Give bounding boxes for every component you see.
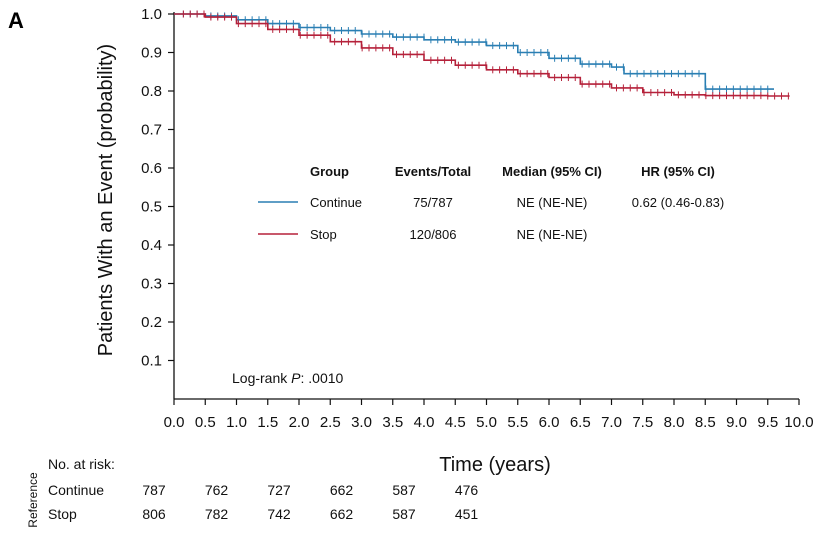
y-tick-label: 0.4 xyxy=(141,237,162,254)
x-tick-group: 0.0 0.5 1.0 1.5 2.0 2.5 3.0 3.5 4.0 4.5 5.0 5.5 6.0 6… xyxy=(164,399,814,431)
risk-title: No. at risk: xyxy=(48,456,115,472)
legend: Group Events/Total Median (95% CI) HR (9… xyxy=(258,164,724,242)
logrank-prefix: Log-rank xyxy=(232,370,291,386)
legend-row-continue-hr: 0.62 (0.46-0.83) xyxy=(632,195,725,210)
risk-value: 587 xyxy=(392,482,416,498)
risk-value: 806 xyxy=(142,506,166,522)
risk-side-label: Reference xyxy=(26,472,40,528)
series-line-stop xyxy=(174,13,790,97)
y-tick-label: 0.1 xyxy=(141,353,162,370)
risk-row-continue-label: Continue xyxy=(48,482,104,498)
risk-value: 742 xyxy=(267,506,291,522)
x-tick-label: 4.0 xyxy=(414,414,435,431)
x-tick-label: 8.0 xyxy=(664,414,685,431)
y-tick-label: 0.9 xyxy=(141,45,162,62)
logrank-suffix: : .0010 xyxy=(301,370,344,386)
y-tick-label: 0.2 xyxy=(141,314,162,331)
legend-header-events: Events/Total xyxy=(395,164,471,179)
panel-label: A xyxy=(8,8,24,33)
x-tick-label: 9.0 xyxy=(726,414,747,431)
risk-value: 782 xyxy=(205,506,229,522)
risk-values-group: 787 762 727 662 587 476 806 782 742 662 587 451 xyxy=(142,482,478,522)
x-tick-label: 6.0 xyxy=(539,414,560,431)
x-tick-label: 8.5 xyxy=(695,414,716,431)
risk-value: 727 xyxy=(267,482,291,498)
y-tick-label: 1.0 xyxy=(141,6,162,23)
risk-value: 662 xyxy=(330,482,354,498)
risk-value: 587 xyxy=(392,506,416,522)
x-tick-label: 6.5 xyxy=(570,414,591,431)
x-tick-label: 2.0 xyxy=(289,414,310,431)
curves-group xyxy=(174,10,790,100)
risk-value: 762 xyxy=(205,482,229,498)
x-tick-label: 4.5 xyxy=(445,414,466,431)
y-tick-label: 0.3 xyxy=(141,276,162,293)
risk-value: 476 xyxy=(455,482,479,498)
x-tick-label: 9.5 xyxy=(757,414,778,431)
legend-header-group: Group xyxy=(310,164,349,179)
x-tick-label: 7.5 xyxy=(632,414,653,431)
x-tick-label: 1.5 xyxy=(257,414,278,431)
legend-row-stop-group: Stop xyxy=(310,227,337,242)
legend-row-continue-events: 75/787 xyxy=(413,195,453,210)
x-tick-label: 1.0 xyxy=(226,414,247,431)
y-tick-group: 0.1 0.2 0.3 0.4 0.5 0.6 0.7 0.8 0.9 1.0 xyxy=(141,6,174,370)
x-tick-label: 10.0 xyxy=(784,414,813,431)
risk-value: 451 xyxy=(455,506,479,522)
legend-header-hr: HR (95% CI) xyxy=(641,164,715,179)
x-tick-label: 7.0 xyxy=(601,414,622,431)
risk-row-stop-label: Stop xyxy=(48,506,77,522)
risk-value: 662 xyxy=(330,506,354,522)
y-tick-label: 0.6 xyxy=(141,160,162,177)
legend-header-median: Median (95% CI) xyxy=(502,164,602,179)
y-tick-label: 0.7 xyxy=(141,122,162,139)
legend-row-stop-median: NE (NE-NE) xyxy=(517,227,588,242)
series-line-continue xyxy=(174,13,774,90)
y-tick-label: 0.5 xyxy=(141,199,162,216)
y-axis-label: Patients With an Event (probability) xyxy=(95,44,117,356)
x-tick-label: 3.5 xyxy=(382,414,403,431)
legend-row-continue-median: NE (NE-NE) xyxy=(517,195,588,210)
legend-row-stop-events: 120/806 xyxy=(410,227,457,242)
x-tick-label: 3.0 xyxy=(351,414,372,431)
logrank-annotation: Log-rank P: .0010 xyxy=(232,370,344,386)
x-axis-label: Time (years) xyxy=(439,454,550,476)
x-tick-label: 5.0 xyxy=(476,414,497,431)
logrank-p: P xyxy=(291,370,301,386)
x-tick-label: 2.5 xyxy=(320,414,341,431)
legend-row-continue-group: Continue xyxy=(310,195,362,210)
y-tick-label: 0.8 xyxy=(141,83,162,100)
x-tick-label: 0.5 xyxy=(195,414,216,431)
risk-value: 787 xyxy=(142,482,166,498)
x-tick-label: 5.5 xyxy=(507,414,528,431)
x-tick-label: 0.0 xyxy=(164,414,185,431)
